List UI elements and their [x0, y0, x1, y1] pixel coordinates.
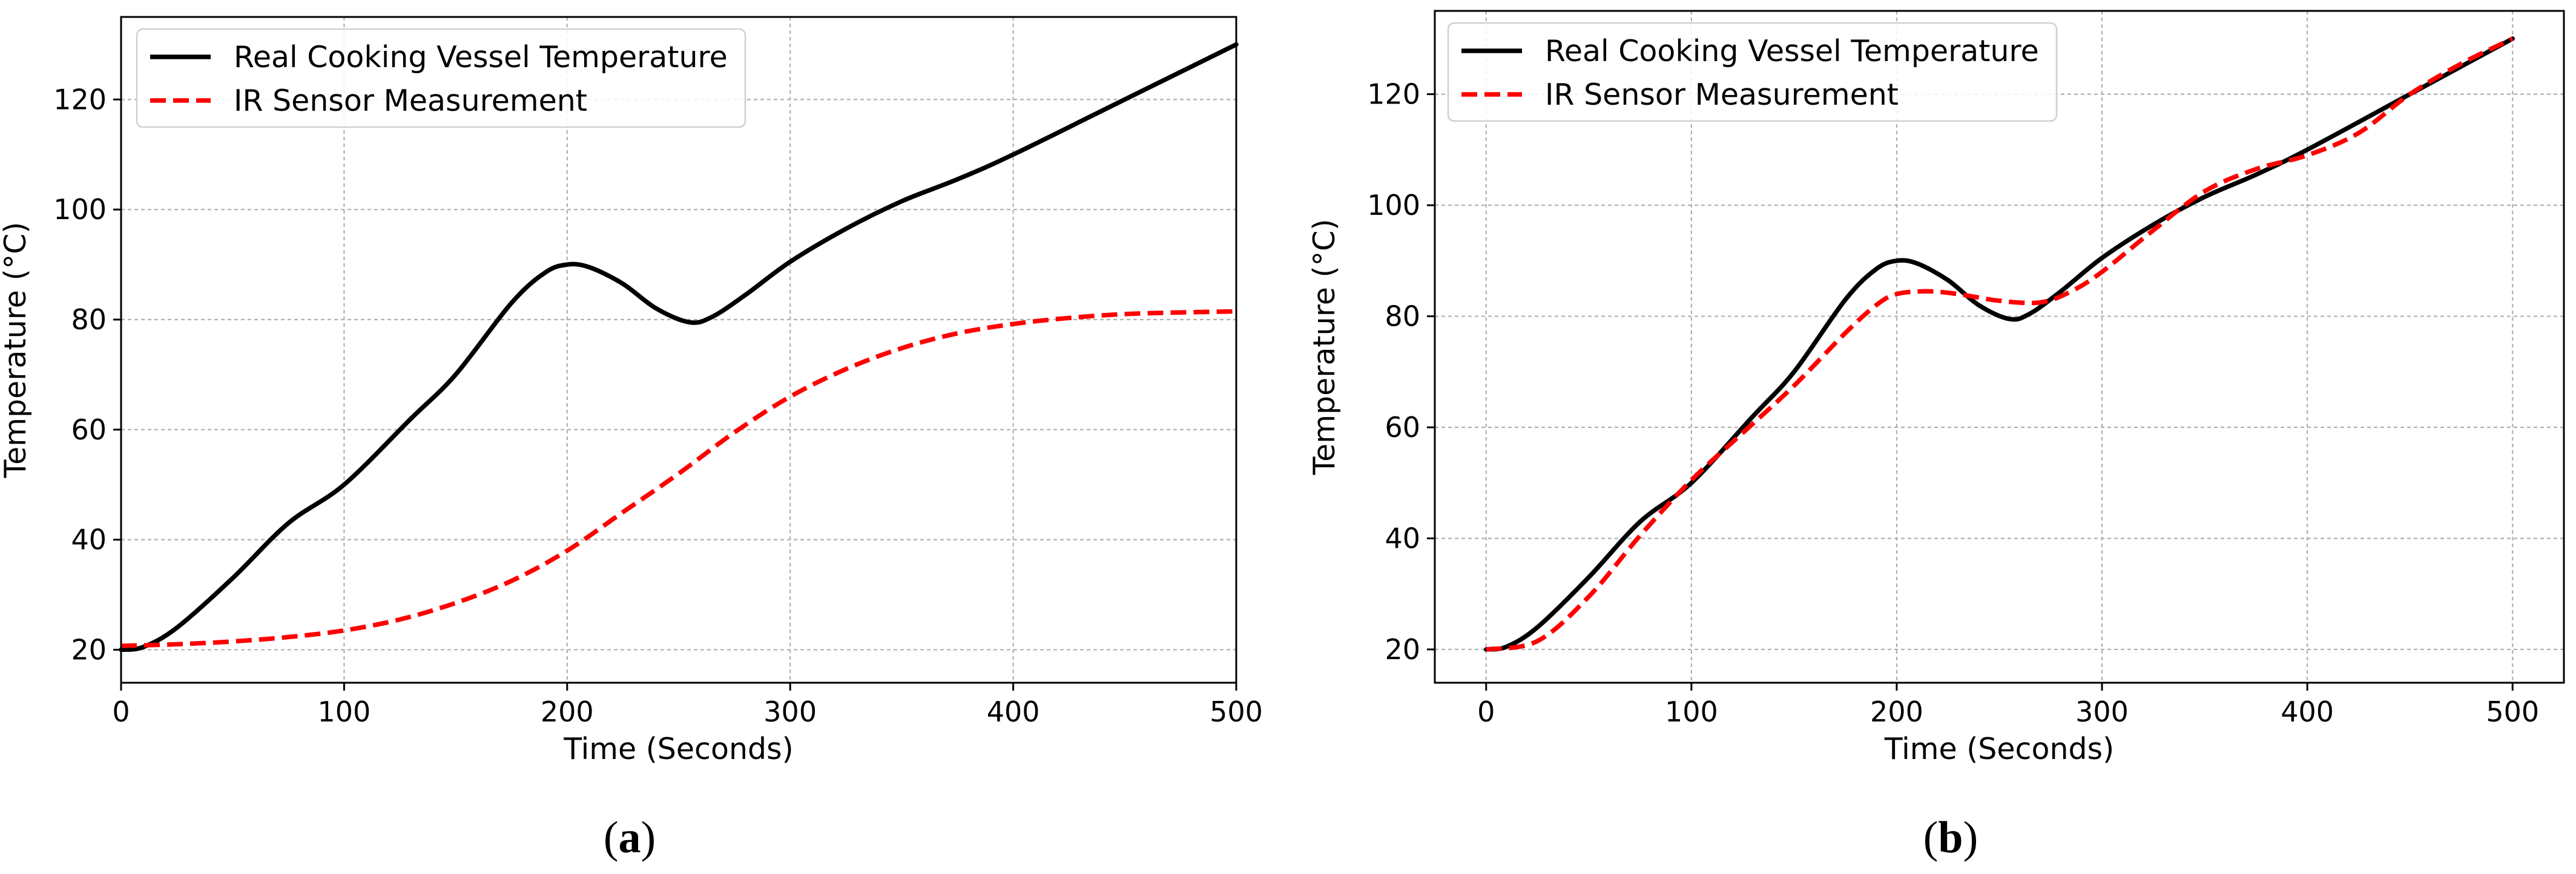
legend-label: IR Sensor Measurement [234, 84, 587, 118]
caption-a-letter: a [619, 813, 641, 862]
x-tick-label: 100 [317, 695, 371, 728]
y-tick-label: 120 [53, 83, 107, 116]
caption-a: (a) [604, 813, 656, 862]
x-tick-label: 0 [1477, 695, 1495, 728]
x-tick-label: 500 [2486, 695, 2539, 728]
x-tick-label: 200 [541, 695, 594, 728]
x-tick-label: 200 [1870, 695, 1923, 728]
y-tick-label: 80 [1385, 300, 1420, 333]
y-axis-label: Temperature (°C) [0, 222, 33, 479]
series-line-real-temperature [119, 42, 1239, 652]
plot-frame [1434, 10, 2565, 684]
legend-label: Real Cooking Vessel Temperature [234, 40, 728, 74]
y-tick-label: 20 [1385, 633, 1420, 666]
x-tick-label: 100 [1665, 695, 1718, 728]
y-tick-label: 80 [71, 303, 107, 336]
y-axis-label: Temperature (°C) [1307, 219, 1342, 476]
caption-b: (b) [1923, 813, 1978, 862]
y-tick-label: 40 [71, 524, 107, 556]
x-tick-label: 500 [1210, 695, 1263, 728]
x-tick-label: 300 [763, 695, 817, 728]
y-tick-label: 20 [71, 633, 107, 666]
caption-b-letter: b [1938, 813, 1963, 862]
x-axis-label: Time (Seconds) [1884, 732, 2115, 766]
y-tick-label: 100 [1367, 189, 1420, 222]
series-line-ir-sensor [1486, 36, 2514, 652]
plot-frame [120, 16, 1237, 684]
y-tick-label: 40 [1385, 522, 1420, 554]
x-tick-label: 400 [2281, 695, 2334, 728]
x-tick-label: 300 [2075, 695, 2129, 728]
y-tick-label: 120 [1367, 78, 1420, 111]
series-line-ir-sensor [120, 309, 1237, 648]
legend-box [136, 28, 746, 128]
x-tick-label: 400 [987, 695, 1040, 728]
x-axis-label: Time (Seconds) [563, 732, 794, 766]
legend: Real Cooking Vessel Temperature IR Sensor… [136, 28, 746, 128]
x-tick-label: 0 [112, 695, 130, 728]
legend-box [1447, 22, 2058, 122]
chart-panel-a: 0 100 200 300 400 500 20 40 60 80 100 120 Time (Seco… [0, 16, 1263, 766]
legend-label: IR Sensor Measurement [1545, 77, 1899, 112]
y-tick-label: 60 [71, 413, 107, 446]
legend: Real Cooking Vessel Temperature IR Sensor… [1447, 22, 2058, 122]
chart-panel-b: 0 100 200 300 400 500 20 40 60 80 100 120 Time (Seco… [1307, 10, 2565, 766]
y-tick-label: 100 [53, 193, 107, 226]
y-tick-label: 60 [1385, 411, 1420, 444]
legend-label: Real Cooking Vessel Temperature [1545, 34, 2039, 68]
series-line-real-temperature [1484, 36, 2515, 652]
